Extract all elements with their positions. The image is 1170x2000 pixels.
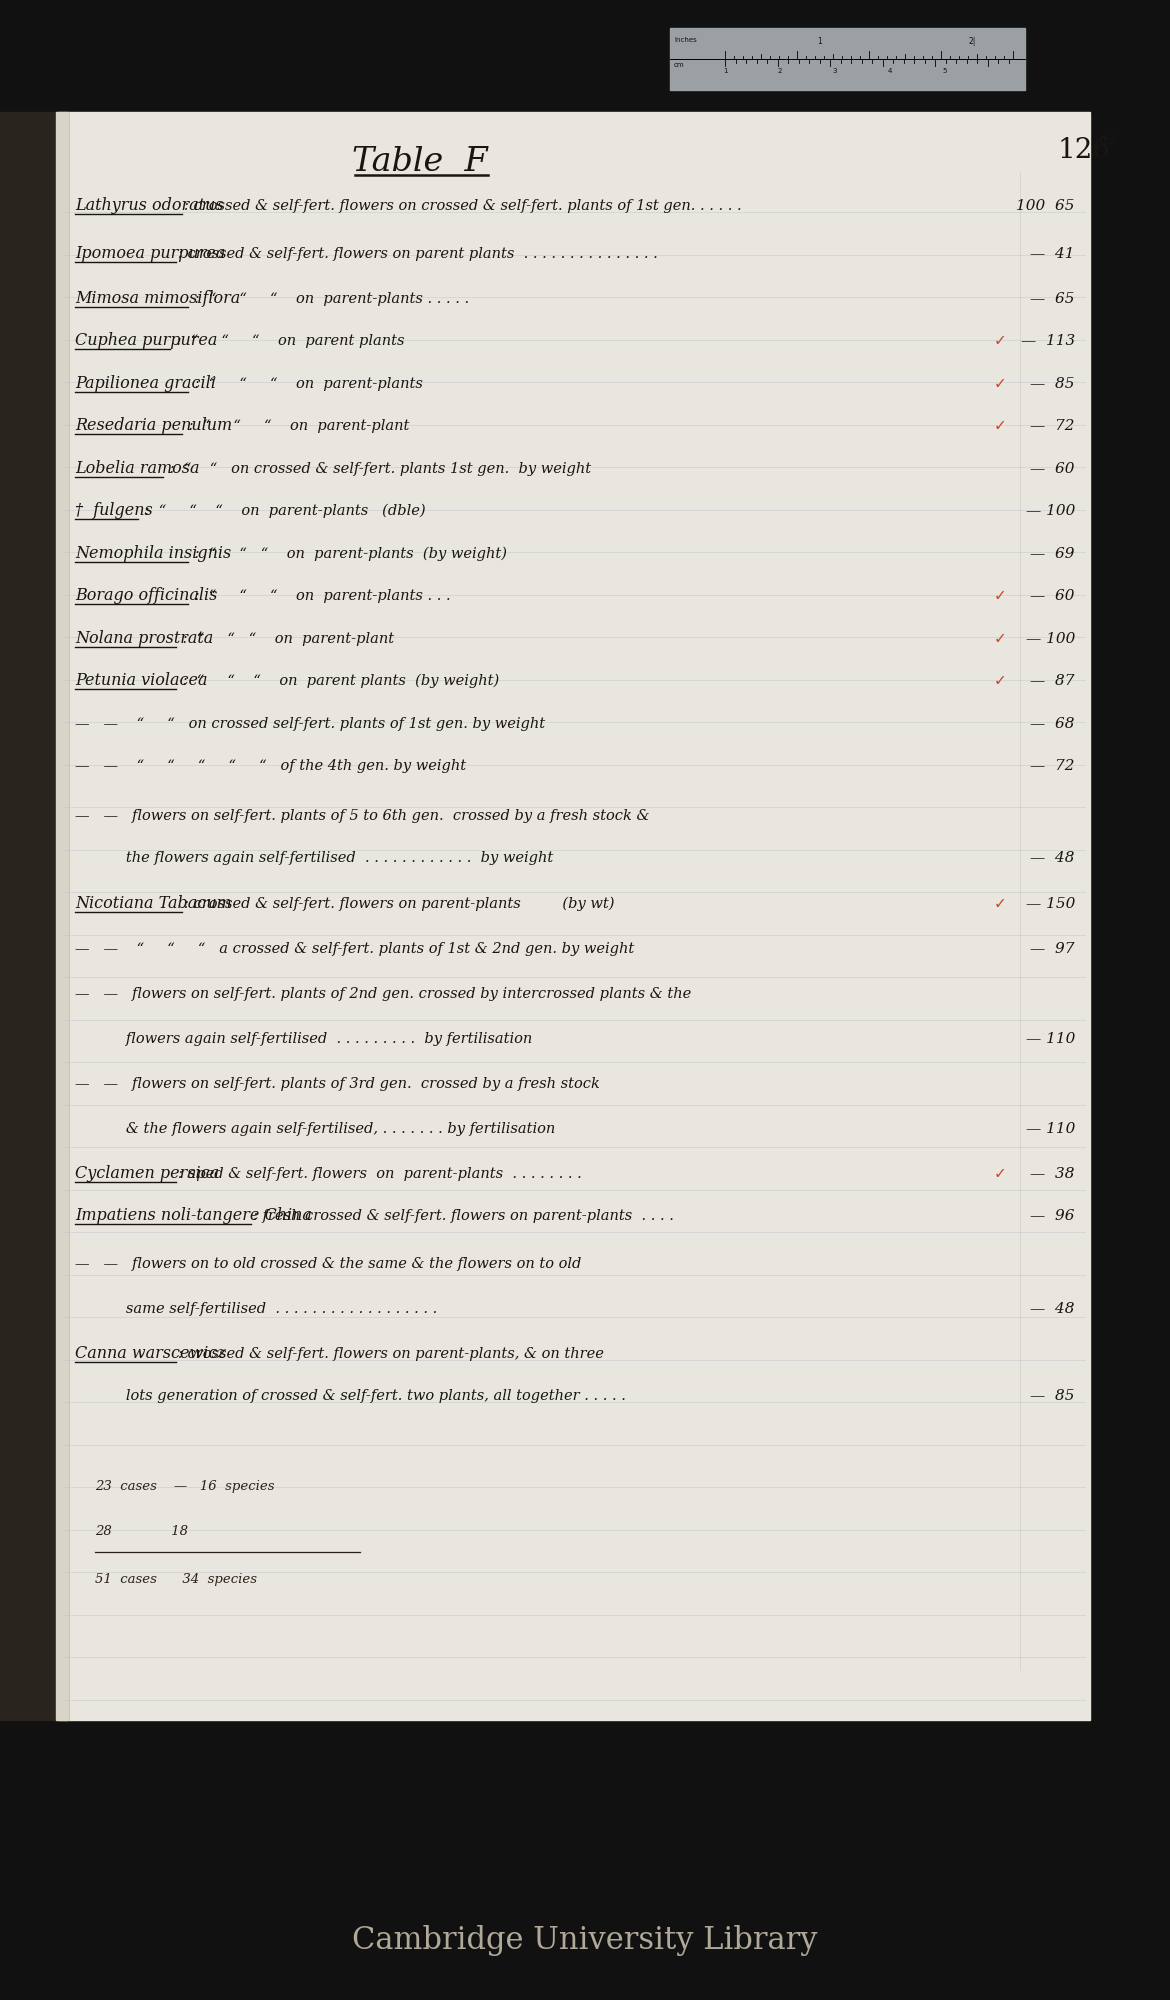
- Text: : crossed & self-fert. flowers on parent plants  . . . . . . . . . . . . . . .: : crossed & self-fert. flowers on parent…: [178, 246, 658, 260]
- Text: Resedaria penulum: Resedaria penulum: [75, 418, 232, 434]
- Text: :  “    “   on crossed & self-fert. plants 1st gen.  by weight: : “ “ on crossed & self-fert. plants 1st…: [165, 462, 591, 476]
- Text: —  48: — 48: [1031, 852, 1075, 864]
- Text: —   —   flowers on self-fert. plants of 3rd gen.  crossed by a fresh stock: — — flowers on self-fert. plants of 3rd …: [75, 1076, 600, 1092]
- Text: — 150: — 150: [1026, 896, 1075, 912]
- Text: —  68: — 68: [1031, 718, 1075, 730]
- Text: —  72: — 72: [1031, 758, 1075, 772]
- Bar: [0, 112, 68, 1720]
- Text: 1: 1: [723, 68, 728, 74]
- Text: Cyclamen persica: Cyclamen persica: [75, 1164, 219, 1182]
- Text: :  “     “   “    on  parent-plants  (by weight): : “ “ “ on parent-plants (by weight): [191, 546, 508, 560]
- Text: —   —   flowers on to old crossed & the same & the flowers on to old: — — flowers on to old crossed & the same…: [75, 1258, 581, 1272]
- Text: lots generation of crossed & self-fert. two plants, all together . . . . .: lots generation of crossed & self-fert. …: [75, 1388, 626, 1404]
- Text: :  “     “   “    on  parent-plant: : “ “ “ on parent-plant: [178, 632, 394, 646]
- Text: the flowers again self-fertilised  . . . . . . . . . . . .  by weight: the flowers again self-fertilised . . . …: [75, 852, 553, 864]
- Text: Nemophila insignis: Nemophila insignis: [75, 544, 232, 562]
- Text: ✓: ✓: [993, 1166, 1006, 1180]
- Text: :  “     “     “    on  parent-plant: : “ “ “ on parent-plant: [184, 420, 410, 434]
- Text: 23  cases    —   16  species: 23 cases — 16 species: [95, 1480, 275, 1492]
- Text: : crossed & self-fert. flowers on parent-plants         (by wt): : crossed & self-fert. flowers on parent…: [184, 896, 614, 912]
- Text: 3: 3: [833, 68, 838, 74]
- Text: Canna warscewicz: Canna warscewicz: [75, 1344, 226, 1362]
- Text: ✓: ✓: [993, 376, 1006, 392]
- Text: —   —    “     “     “   a crossed & self-fert. plants of 1st & 2nd gen. by weig: — — “ “ “ a crossed & self-fert. plants …: [75, 942, 634, 956]
- Text: —   —    “     “     “     “     “   of the 4th gen. by weight: — — “ “ “ “ “ of the 4th gen. by weight: [75, 758, 466, 772]
- Text: 1: 1: [817, 36, 821, 46]
- Text: Nicotiana Tabacum: Nicotiana Tabacum: [75, 896, 232, 912]
- Text: : crossed & self-fert. flowers on crossed & self-fert. plants of 1st gen. . . . : : crossed & self-fert. flowers on crosse…: [184, 200, 742, 212]
- Text: Impatiens noli-tangere China: Impatiens noli-tangere China: [75, 1206, 312, 1224]
- Text: —  96: — 96: [1031, 1208, 1075, 1222]
- Text: —  97: — 97: [1031, 942, 1075, 956]
- Text: same self-fertilised  . . . . . . . . . . . . . . . . . .: same self-fertilised . . . . . . . . . .…: [75, 1302, 438, 1316]
- Bar: [56, 112, 68, 1720]
- Text: —  87: — 87: [1031, 674, 1075, 688]
- Text: Nolana prostrata: Nolana prostrata: [75, 630, 213, 648]
- Text: Petunia violacea: Petunia violacea: [75, 672, 207, 688]
- Text: — 110: — 110: [1026, 1032, 1075, 1046]
- Text: —  60: — 60: [1031, 588, 1075, 604]
- Text: 126: 126: [1058, 136, 1112, 164]
- Text: †  fulgens: † fulgens: [75, 502, 153, 518]
- Text: Lathyrus odoratus: Lathyrus odoratus: [75, 198, 223, 214]
- Text: 5: 5: [943, 68, 948, 74]
- Text: — 100: — 100: [1026, 504, 1075, 518]
- Text: ✓: ✓: [993, 672, 1006, 688]
- Text: —  69: — 69: [1031, 546, 1075, 560]
- Text: —   —   flowers on self-fert. plants of 5 to 6th gen.  crossed by a fresh stock : — — flowers on self-fert. plants of 5 to…: [75, 808, 649, 824]
- Text: —  72: — 72: [1031, 420, 1075, 434]
- Text: —  65: — 65: [1031, 292, 1075, 306]
- Bar: [58, 112, 1090, 1720]
- Text: —   —    “     “   on crossed self-fert. plants of 1st gen. by weight: — — “ “ on crossed self-fert. plants of …: [75, 718, 545, 730]
- Text: Lobelia ramosa: Lobelia ramosa: [75, 460, 200, 476]
- Text: :  “     “     “    on  parent-plants: : “ “ “ on parent-plants: [191, 376, 424, 392]
- Text: :  “     “    “    on  parent-plants   (dble): : “ “ “ on parent-plants (dble): [140, 504, 426, 518]
- Text: 28              18: 28 18: [95, 1524, 188, 1538]
- Text: 100  65: 100 65: [1017, 200, 1075, 212]
- Text: —  60: — 60: [1031, 462, 1075, 476]
- Text: Mimosa mimosiflora: Mimosa mimosiflora: [75, 290, 240, 306]
- Text: Borago officinalis: Borago officinalis: [75, 588, 218, 604]
- Text: —  41: — 41: [1031, 246, 1075, 260]
- Text: :  “     “     “    on  parent-plants . . .: : “ “ “ on parent-plants . . .: [191, 588, 450, 604]
- Text: Cambridge University Library: Cambridge University Library: [352, 1924, 818, 1956]
- Text: Inches: Inches: [674, 36, 697, 42]
- Text: —  85: — 85: [1031, 1388, 1075, 1404]
- Text: —  113: — 113: [1020, 334, 1075, 348]
- Text: Cuphea purpurea: Cuphea purpurea: [75, 332, 218, 348]
- Text: —  48: — 48: [1031, 1302, 1075, 1316]
- Text: : crossed & self-fert. flowers on parent-plants, & on three: : crossed & self-fert. flowers on parent…: [178, 1348, 604, 1360]
- Text: & the flowers again self-fertilised, . . . . . . . by fertilisation: & the flowers again self-fertilised, . .…: [75, 1122, 556, 1136]
- Text: : aped & self-fert. flowers  on  parent-plants  . . . . . . . .: : aped & self-fert. flowers on parent-pl…: [178, 1168, 581, 1180]
- Text: ✓: ✓: [993, 588, 1006, 604]
- Text: : fresh crossed & self-fert. flowers on parent-plants  . . . .: : fresh crossed & self-fert. flowers on …: [254, 1208, 674, 1222]
- Text: :  “     “    “    on  parent plants  (by weight): : “ “ “ on parent plants (by weight): [178, 674, 500, 688]
- Text: 2: 2: [778, 68, 783, 74]
- Bar: [670, 28, 1025, 90]
- Text: 51  cases      34  species: 51 cases 34 species: [95, 1572, 257, 1586]
- Text: —  38: — 38: [1031, 1168, 1075, 1180]
- Text: 4: 4: [888, 68, 893, 74]
- Text: Papilionea gracili: Papilionea gracili: [75, 376, 216, 392]
- Text: flowers again self-fertilised  . . . . . . . . .  by fertilisation: flowers again self-fertilised . . . . . …: [75, 1032, 532, 1046]
- Text: —   —   flowers on self-fert. plants of 2nd gen. crossed by intercrossed plants : — — flowers on self-fert. plants of 2nd …: [75, 986, 691, 1000]
- Text: Ipomoea purpurea: Ipomoea purpurea: [75, 244, 226, 262]
- Text: ✓: ✓: [993, 896, 1006, 912]
- Text: —  85: — 85: [1031, 376, 1075, 392]
- Text: c2: c2: [1097, 132, 1116, 148]
- Text: — 100: — 100: [1026, 632, 1075, 646]
- Text: ✓: ✓: [993, 632, 1006, 646]
- Text: ✓: ✓: [993, 332, 1006, 348]
- Text: ✓: ✓: [993, 418, 1006, 434]
- Text: Table  F: Table F: [352, 146, 488, 178]
- Text: :  “     “     “    on  parent plants: : “ “ “ on parent plants: [172, 334, 404, 348]
- Text: — 110: — 110: [1026, 1122, 1075, 1136]
- Text: 2|: 2|: [968, 36, 976, 46]
- Text: cm: cm: [674, 62, 684, 68]
- Text: :  “     “     “    on  parent-plants . . . . .: : “ “ “ on parent-plants . . . . .: [191, 292, 469, 306]
